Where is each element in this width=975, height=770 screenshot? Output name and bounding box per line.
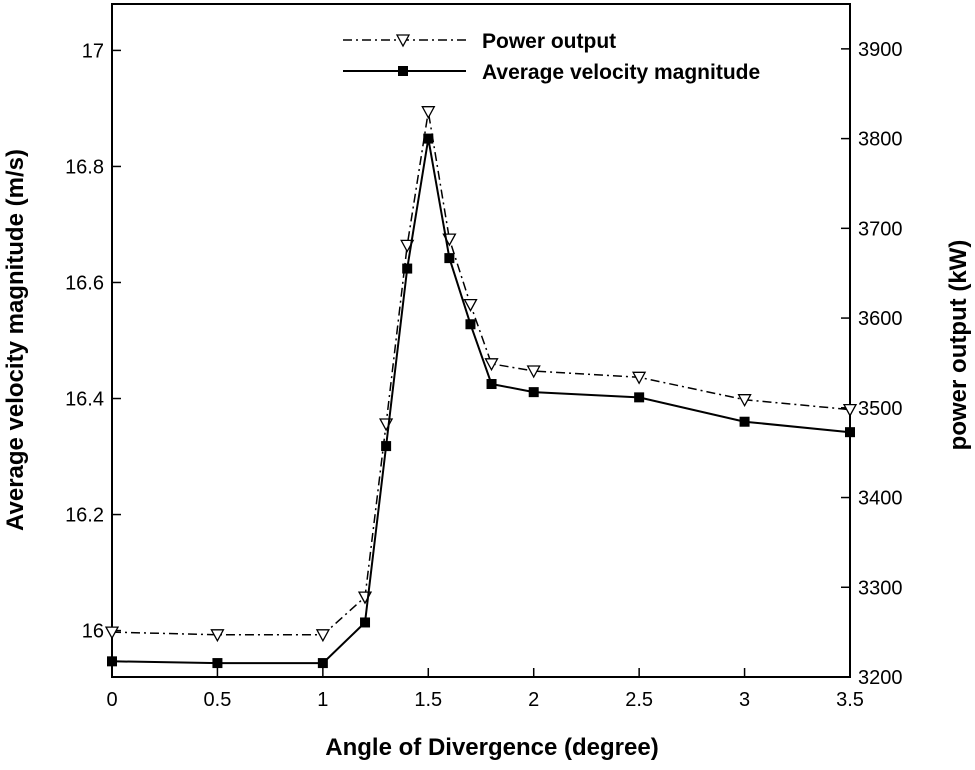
- legend: Power output Average velocity magnitude: [343, 30, 760, 84]
- series-layer: [104, 106, 858, 669]
- x-tick-label: 1.5: [414, 689, 442, 711]
- x-tick-label: 0.5: [204, 689, 232, 711]
- data-point-average-velocity-magnitude: [634, 392, 645, 403]
- y-right-tick-label: 3700: [858, 218, 903, 240]
- y-right-tick-label: 3500: [858, 398, 903, 420]
- x-tick-label: 2.5: [625, 689, 653, 711]
- x-axis-title: Angle of Divergence (degree): [325, 734, 658, 761]
- y-left-tick-label: 16.8: [65, 156, 104, 178]
- y-right-tick-label: 3300: [858, 577, 903, 599]
- y-left-tick-label: 16.2: [65, 505, 104, 527]
- x-tick-label: 3.5: [836, 689, 864, 711]
- data-point-average-velocity-magnitude: [423, 133, 434, 144]
- series-line-average-velocity-magnitude: [111, 138, 851, 665]
- data-point-average-velocity-magnitude: [465, 319, 476, 330]
- y-left-tick-label: 17: [82, 40, 104, 62]
- y-right-axis-title: power output (kW): [945, 240, 972, 451]
- y-left-tick-label: 16.6: [65, 272, 104, 294]
- y-right-tick-label: 3400: [858, 488, 903, 510]
- data-point-power-output: [315, 629, 330, 643]
- data-point-average-velocity-magnitude: [317, 658, 328, 669]
- y-right-axis-ticks: 3200 3300 3400 3500 3600 3700 3800 3900: [841, 39, 903, 689]
- x-tick-label: 1: [317, 689, 328, 711]
- data-point-average-velocity-magnitude: [444, 253, 455, 264]
- legend-label-velocity: Average velocity magnitude: [482, 61, 760, 84]
- y-left-tick-label: 16.4: [65, 389, 104, 411]
- y-right-tick-label: 3900: [858, 39, 903, 61]
- data-point-average-velocity-magnitude: [528, 387, 539, 398]
- y-left-axis-title: Average velocity magnitude (m/s): [2, 149, 29, 531]
- data-point-average-velocity-magnitude: [212, 658, 223, 669]
- data-point-average-velocity-magnitude: [107, 656, 117, 667]
- data-point-power-output: [842, 403, 858, 417]
- legend-marker-power: [395, 34, 411, 48]
- series-line-power-output: [111, 111, 851, 636]
- data-point-power-output: [526, 365, 541, 379]
- data-point-power-output: [421, 106, 436, 120]
- data-point-power-output: [632, 371, 647, 385]
- data-point-power-output: [484, 358, 499, 372]
- legend-label-power: Power output: [482, 30, 616, 53]
- plot-frame: [111, 3, 851, 678]
- y-left-tick-label: 16: [82, 621, 104, 643]
- y-right-tick-label: 3800: [858, 129, 903, 151]
- y-left-axis-ticks: 16 16.2 16.4 16.6 16.8 17: [65, 40, 121, 643]
- data-point-average-velocity-magnitude: [360, 617, 371, 628]
- x-tick-label: 0: [106, 689, 117, 711]
- x-tick-label: 3: [739, 689, 750, 711]
- data-point-power-output: [104, 626, 120, 640]
- x-tick-label: 2: [528, 689, 539, 711]
- y-right-tick-label: 3200: [858, 667, 903, 689]
- data-point-average-velocity-magnitude: [486, 379, 497, 390]
- data-point-average-velocity-magnitude: [402, 263, 413, 274]
- legend-marker-velocity: [398, 66, 408, 76]
- data-point-power-output: [379, 418, 394, 432]
- data-point-average-velocity-magnitude: [739, 416, 750, 427]
- x-axis-ticks: 0 0.5 1 1.5 2 2.5 3 3.5: [106, 668, 864, 711]
- data-point-average-velocity-magnitude: [845, 427, 855, 438]
- data-point-power-output: [463, 298, 478, 312]
- data-point-power-output: [737, 394, 752, 408]
- data-point-power-output: [210, 629, 225, 643]
- y-right-tick-label: 3600: [858, 308, 903, 330]
- data-point-average-velocity-magnitude: [381, 441, 392, 452]
